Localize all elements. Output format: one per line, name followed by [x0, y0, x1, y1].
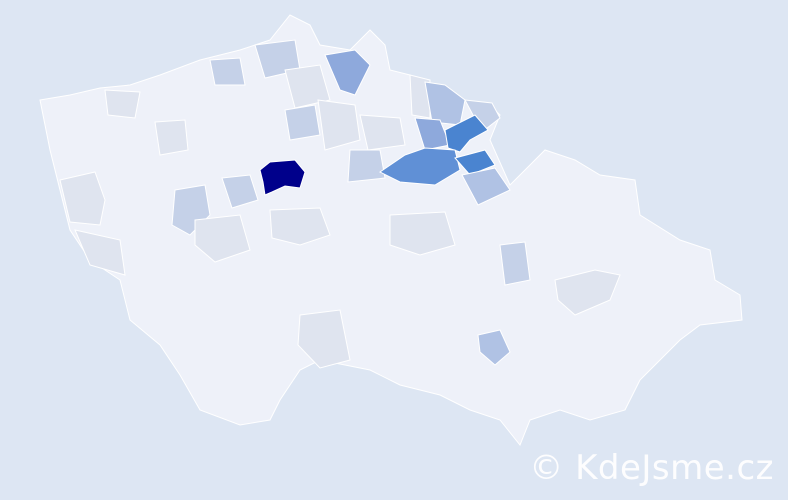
district [221, 174, 259, 209]
district [297, 309, 351, 369]
district [554, 269, 621, 316]
district [461, 167, 511, 206]
district [477, 329, 511, 366]
district [284, 104, 321, 141]
district [359, 114, 406, 151]
district [74, 229, 126, 276]
district [104, 89, 141, 119]
district [284, 64, 331, 109]
district [269, 207, 331, 246]
district-highest [259, 159, 306, 196]
district-layer [59, 39, 621, 369]
district [409, 74, 431, 119]
district [389, 211, 456, 256]
district [499, 241, 531, 286]
district [59, 171, 106, 226]
watermark: © KdeJsme.cz [529, 448, 774, 488]
district [347, 149, 386, 183]
district [454, 149, 496, 176]
district [424, 81, 466, 126]
district [209, 57, 246, 86]
district [324, 49, 371, 96]
district [154, 119, 189, 156]
district [317, 99, 361, 151]
district [194, 214, 251, 263]
district [444, 114, 489, 153]
